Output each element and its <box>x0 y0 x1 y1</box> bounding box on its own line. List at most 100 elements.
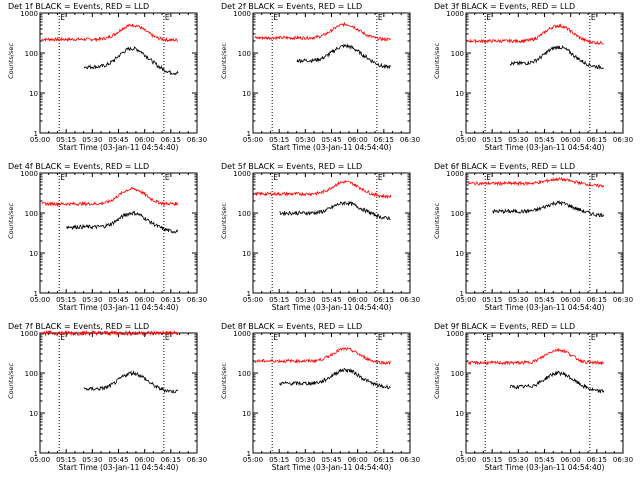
y-tick-label: 1000 <box>20 10 38 18</box>
y-tick-label: 1000 <box>233 10 251 18</box>
lld-series-line <box>467 176 605 189</box>
event-boundary-label: E <box>591 333 596 342</box>
x-tick-label: 05:45 <box>321 136 341 144</box>
lld-series-line <box>254 22 392 42</box>
events-series-line <box>509 370 605 394</box>
x-tick-label: 06:15 <box>587 136 607 144</box>
y-axis-label: Counts/sec <box>7 43 15 79</box>
y-axis-label: Counts/sec <box>220 203 228 239</box>
x-tick-label: 05:45 <box>108 296 128 304</box>
y-axis-label: Counts/sec <box>433 203 441 239</box>
detector-plot-7: Det 7f BLACK = Events, RED = LLD 1 10 100 10… <box>7 322 207 472</box>
x-tick-label: 05:30 <box>82 456 102 464</box>
x-tick-label: 05:15 <box>269 136 289 144</box>
lld-series-line <box>41 187 179 207</box>
y-tick-label: 1 <box>460 450 464 458</box>
x-tick-label: 05:15 <box>269 296 289 304</box>
x-tick-label: 06:15 <box>161 456 181 464</box>
plot-frame <box>39 332 198 454</box>
event-boundary-label: E <box>378 13 383 22</box>
y-tick-label: 1 <box>34 450 38 458</box>
x-tick-label: 05:00 <box>456 136 476 144</box>
x-tick-label: 06:00 <box>348 456 368 464</box>
event-boundary-label: E <box>486 333 491 342</box>
x-tick-label: 06:30 <box>187 456 207 464</box>
x-tick-label: 05:45 <box>108 136 128 144</box>
y-tick-label: 100 <box>238 50 251 58</box>
y-tick-label: 100 <box>451 50 464 58</box>
x-axis-label: Start Time (03-Jan-11 04:54:40) <box>59 303 179 312</box>
plot-title: Det 6f BLACK = Events, RED = LLD <box>434 162 575 171</box>
x-tick-label: 05:45 <box>108 456 128 464</box>
event-boundary-label: E <box>378 333 383 342</box>
x-tick-label: 05:15 <box>482 296 502 304</box>
x-axis-label: Start Time (03-Jan-11 04:54:40) <box>485 143 605 152</box>
detector-plot-3: Det 3f BLACK = Events, RED = LLD 1 10 100 10… <box>433 2 633 152</box>
y-tick-label: 1000 <box>446 170 464 178</box>
detector-plot-6: Det 6f BLACK = Events, RED = LLD 1 10 100 10… <box>433 162 633 312</box>
plot-frame <box>39 12 198 134</box>
events-series-line <box>279 201 391 221</box>
x-axis-label: Start Time (03-Jan-11 04:54:40) <box>272 463 392 472</box>
x-tick-label: 06:30 <box>613 296 633 304</box>
y-tick-label: 100 <box>25 210 38 218</box>
x-tick-label: 06:15 <box>587 456 607 464</box>
x-tick-label: 05:45 <box>534 456 554 464</box>
events-series-line <box>509 44 604 70</box>
x-tick-label: 06:30 <box>613 456 633 464</box>
x-axis-label: Start Time (03-Jan-11 04:54:40) <box>59 463 179 472</box>
x-tick-label: 06:30 <box>400 456 420 464</box>
x-tick-label: 05:30 <box>508 296 528 304</box>
events-series-line <box>492 200 604 218</box>
x-tick-label: 05:15 <box>269 456 289 464</box>
x-tick-label: 06:30 <box>400 296 420 304</box>
x-tick-label: 06:15 <box>161 296 181 304</box>
event-boundary-label: E <box>165 333 170 342</box>
y-tick-label: 10 <box>242 250 251 258</box>
event-boundary-label: E <box>165 13 170 22</box>
detector-plot-1: Det 1f BLACK = Events, RED = LLD 1 10 100 10… <box>7 2 207 152</box>
plot-title: Det 4f BLACK = Events, RED = LLD <box>8 162 149 171</box>
y-tick-label: 1 <box>34 130 38 138</box>
plot-title: Det 3f BLACK = Events, RED = LLD <box>434 2 575 11</box>
event-boundary-label: E <box>486 173 491 182</box>
event-boundary-label: E <box>273 173 278 182</box>
x-tick-label: 05:30 <box>295 296 315 304</box>
y-tick-label: 1 <box>460 130 464 138</box>
y-axis-label: Counts/sec <box>220 43 228 79</box>
y-axis-label: Counts/sec <box>7 363 15 399</box>
x-axis-label: Start Time (03-Jan-11 04:54:40) <box>59 143 179 152</box>
plot-title: Det 8f BLACK = Events, RED = LLD <box>221 322 362 331</box>
y-tick-label: 1000 <box>446 330 464 338</box>
event-boundary-label: E <box>591 13 596 22</box>
event-boundary-label: E <box>591 173 596 182</box>
x-tick-label: 05:15 <box>56 296 76 304</box>
y-tick-label: 1 <box>247 290 251 298</box>
x-tick-label: 06:00 <box>135 296 155 304</box>
x-tick-label: 05:00 <box>243 136 263 144</box>
y-tick-label: 10 <box>29 90 38 98</box>
x-tick-label: 05:15 <box>482 456 502 464</box>
events-series-line <box>279 367 391 390</box>
x-tick-label: 06:30 <box>187 136 207 144</box>
lld-series-line <box>254 180 392 200</box>
y-tick-label: 1000 <box>233 330 251 338</box>
lld-series-line <box>41 23 179 43</box>
x-tick-label: 05:30 <box>508 136 528 144</box>
lld-series-line <box>254 347 392 366</box>
x-tick-label: 06:15 <box>587 296 607 304</box>
event-boundary-label: E <box>378 173 383 182</box>
y-tick-label: 10 <box>455 410 464 418</box>
x-tick-label: 05:30 <box>82 296 102 304</box>
x-tick-label: 05:45 <box>321 296 341 304</box>
plot-frame <box>465 332 624 454</box>
x-tick-label: 06:00 <box>348 136 368 144</box>
x-tick-label: 06:00 <box>348 296 368 304</box>
detector-plot-8: Det 8f BLACK = Events, RED = LLD 1 10 100 10… <box>220 322 420 472</box>
x-tick-label: 06:00 <box>561 296 581 304</box>
plot-title: Det 7f BLACK = Events, RED = LLD <box>8 322 149 331</box>
y-axis-label: Counts/sec <box>220 363 228 399</box>
lld-series-line <box>467 23 605 46</box>
plot-frame <box>252 172 411 294</box>
x-tick-label: 05:15 <box>482 136 502 144</box>
